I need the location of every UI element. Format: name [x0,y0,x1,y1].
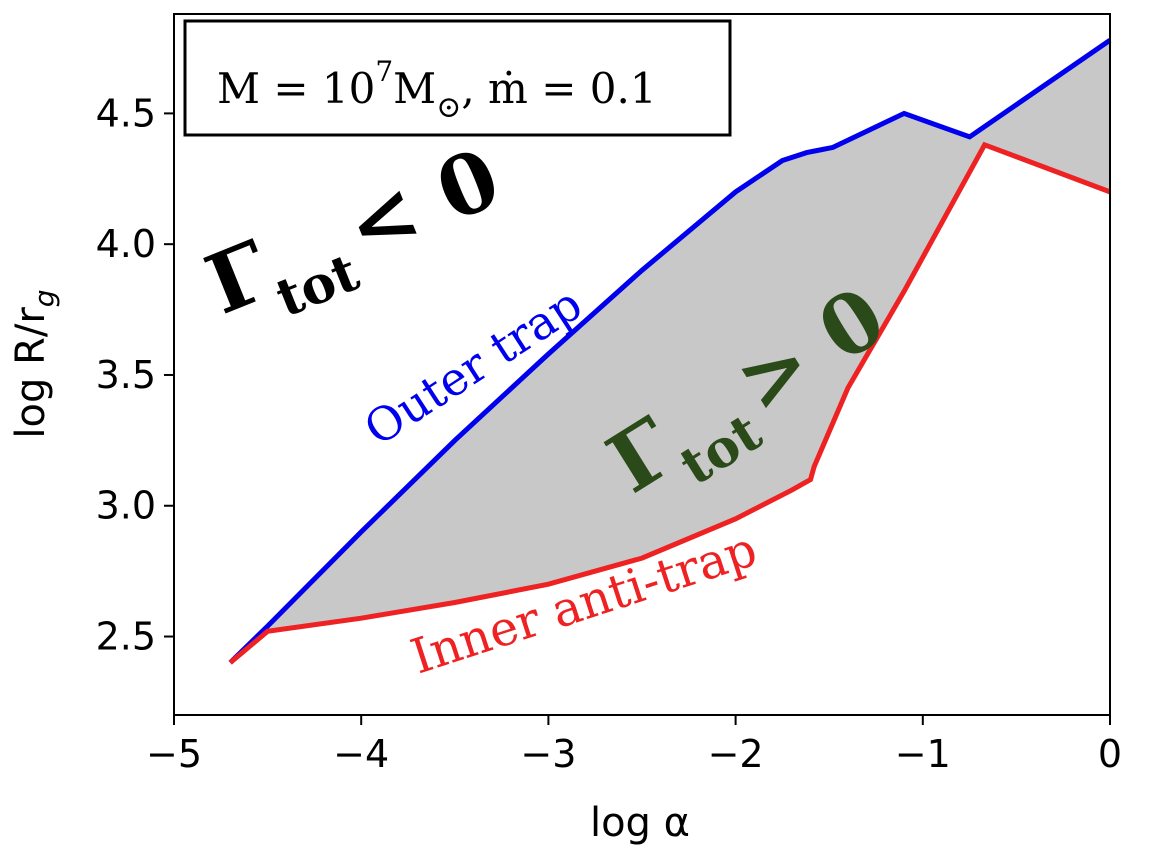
y-axis-ticks: 2.5 3.0 3.5 4.0 4.5 [96,91,174,659]
parameter-box: M = 107M⊙, ṁ = 0.1 [183,19,732,137]
x-axis-label: log α [590,800,690,846]
y-tick-label: 2.5 [96,615,156,659]
x-tick-label: −1 [895,732,951,776]
x-axis-ticks: −5 −4 −3 −2 −1 0 [146,715,1122,776]
y-tick-label: 4.5 [96,91,156,135]
x-tick-label: −2 [708,732,764,776]
x-tick-label: −5 [146,732,202,776]
parameter-text: M = 107M⊙, ṁ = 0.1 [217,55,657,125]
inner-anti-trap-line [228,141,1111,665]
trap-fill-region [230,40,1110,663]
y-tick-label: 3.5 [96,353,156,397]
axes-frame [173,13,1111,716]
y-axis-label: log R/rg [8,289,61,438]
x-tick-label: 0 [1098,732,1122,776]
y-tick-label: 4.0 [96,222,156,266]
x-tick-label: −3 [520,732,576,776]
plot-area [228,38,1112,665]
negative-torque-annotation: Γtot< 0 [194,130,520,351]
y-tick-label: 3.0 [96,484,156,528]
x-tick-label: −4 [333,732,389,776]
outer-trap-line [228,38,1112,665]
